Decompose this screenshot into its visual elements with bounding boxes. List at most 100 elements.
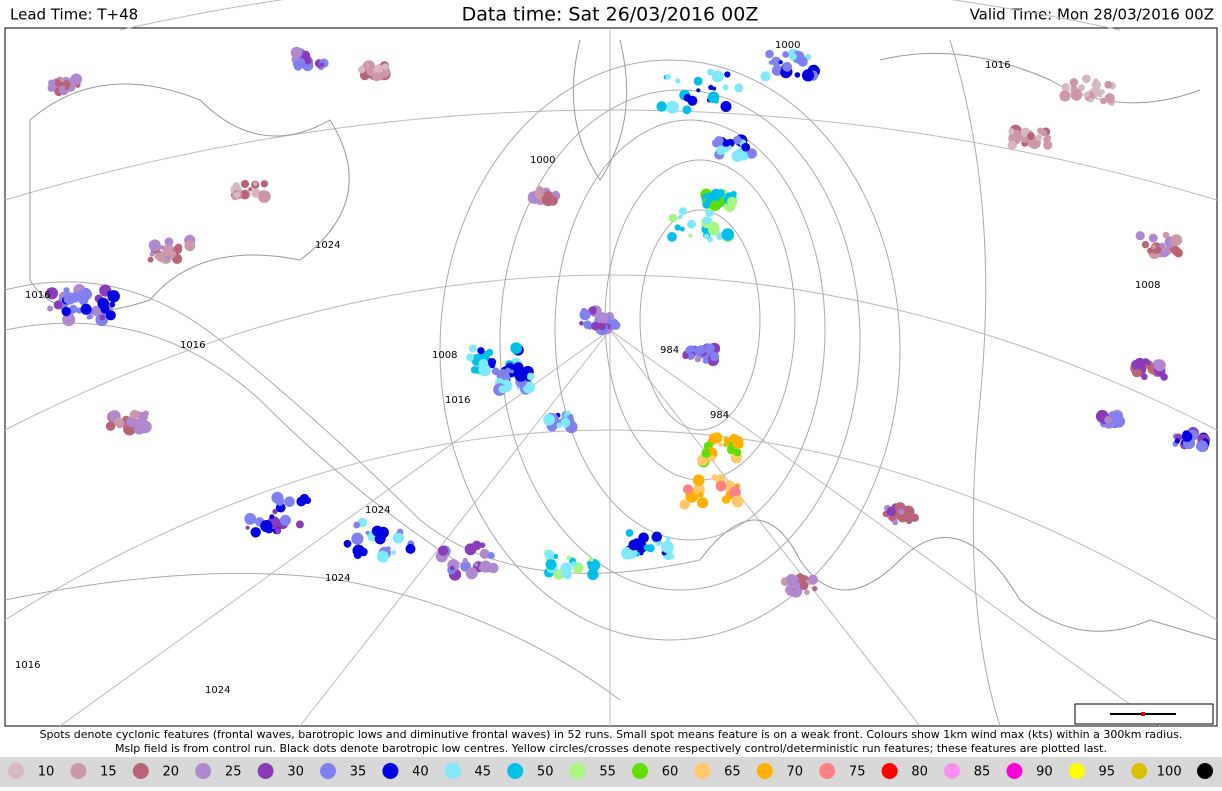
- spot: [712, 86, 717, 91]
- spot: [679, 499, 690, 510]
- spot: [271, 491, 284, 504]
- spot: [711, 474, 718, 481]
- legend-label: 20: [163, 765, 180, 780]
- spot: [1007, 140, 1017, 150]
- spot: [1008, 128, 1015, 135]
- isobar: [554, 119, 826, 541]
- spot: [99, 314, 106, 321]
- spot: [1131, 367, 1142, 378]
- spot: [799, 581, 809, 590]
- legend-label: 30: [287, 765, 304, 780]
- spot: [258, 191, 263, 196]
- isobar-labels: 1016 1016 1024 1000 1008 1016 984 984 1000 1024 10…: [15, 40, 1160, 696]
- spot: [391, 550, 397, 555]
- spot: [159, 245, 165, 250]
- legend-swatch: [507, 763, 524, 779]
- spot: [625, 529, 634, 537]
- spot: [675, 78, 681, 84]
- spot: [892, 519, 899, 526]
- spot: [109, 301, 116, 308]
- spot: [1097, 93, 1103, 98]
- spot: [543, 413, 555, 426]
- spot: [682, 352, 689, 360]
- spot: [100, 304, 110, 314]
- spot: [591, 321, 600, 331]
- spot: [164, 237, 174, 247]
- spot: [588, 306, 597, 315]
- spot: [697, 497, 709, 509]
- graticule: [4, 429, 1218, 621]
- spot: [707, 68, 714, 76]
- spot: [353, 521, 361, 529]
- spot: [586, 560, 592, 566]
- spot: [714, 136, 724, 146]
- spot: [734, 139, 739, 145]
- spot: [1171, 245, 1181, 256]
- spot: [377, 526, 389, 539]
- spot: [149, 251, 155, 257]
- spot: [1104, 93, 1115, 104]
- legend-swatch: [320, 763, 336, 779]
- spot: [553, 569, 564, 580]
- spot: [1104, 416, 1112, 424]
- valid-time: Valid Time: Mon 28/03/2016 00Z: [970, 6, 1214, 24]
- legend-label: 85: [974, 765, 991, 780]
- spot: [114, 417, 124, 428]
- spot: [570, 561, 578, 568]
- spot: [1013, 129, 1021, 137]
- spot: [789, 52, 797, 61]
- spots: [45, 46, 1210, 598]
- spot: [260, 520, 273, 533]
- spot: [678, 207, 687, 216]
- spot: [462, 557, 468, 564]
- coastline: [29, 83, 350, 312]
- spot: [667, 232, 677, 242]
- isobar-label: 1024: [205, 685, 230, 696]
- spot: [682, 105, 692, 115]
- spot: [704, 233, 710, 239]
- spot: [1141, 240, 1150, 249]
- spot: [794, 72, 801, 78]
- spot: [304, 497, 312, 504]
- spot: [1069, 78, 1079, 87]
- spot: [709, 351, 720, 362]
- spot: [698, 491, 704, 498]
- isobar-label: 1008: [1135, 280, 1160, 291]
- spot: [566, 555, 572, 561]
- spot: [468, 344, 477, 353]
- spot: [251, 188, 261, 198]
- spot: [488, 358, 497, 366]
- spot: [244, 513, 257, 525]
- spot: [1104, 80, 1113, 89]
- spot: [1088, 97, 1094, 103]
- spot: [105, 421, 116, 431]
- spot: [786, 588, 794, 596]
- legend-swatch: [1197, 763, 1213, 779]
- spot: [48, 79, 56, 87]
- spot: [479, 542, 486, 548]
- spot: [760, 71, 771, 82]
- spot: [665, 74, 671, 80]
- spot: [565, 410, 571, 416]
- isobar-label: 1016: [180, 340, 205, 351]
- spot: [295, 520, 304, 529]
- spot: [721, 228, 735, 241]
- spot: [477, 347, 485, 355]
- spot: [274, 527, 282, 535]
- data-time: Data time: Sat 26/03/2016 00Z: [462, 4, 759, 26]
- spot: [395, 532, 404, 541]
- spot: [367, 65, 373, 72]
- legend-label: 70: [787, 765, 804, 780]
- legend-swatch: [257, 763, 274, 779]
- spot: [487, 552, 495, 560]
- spot: [245, 525, 250, 530]
- legend-swatch: [382, 763, 399, 779]
- isobar-label: 1008: [432, 350, 457, 361]
- legend: 10 15 20 25 30 35 40 45 50 55 60 65 70 75 80 85 90 95 100: [8, 763, 1182, 780]
- spot: [86, 315, 92, 320]
- spot: [1144, 364, 1150, 369]
- spot: [765, 49, 774, 59]
- spot: [233, 191, 241, 199]
- spot: [1070, 89, 1083, 101]
- spot: [359, 547, 368, 557]
